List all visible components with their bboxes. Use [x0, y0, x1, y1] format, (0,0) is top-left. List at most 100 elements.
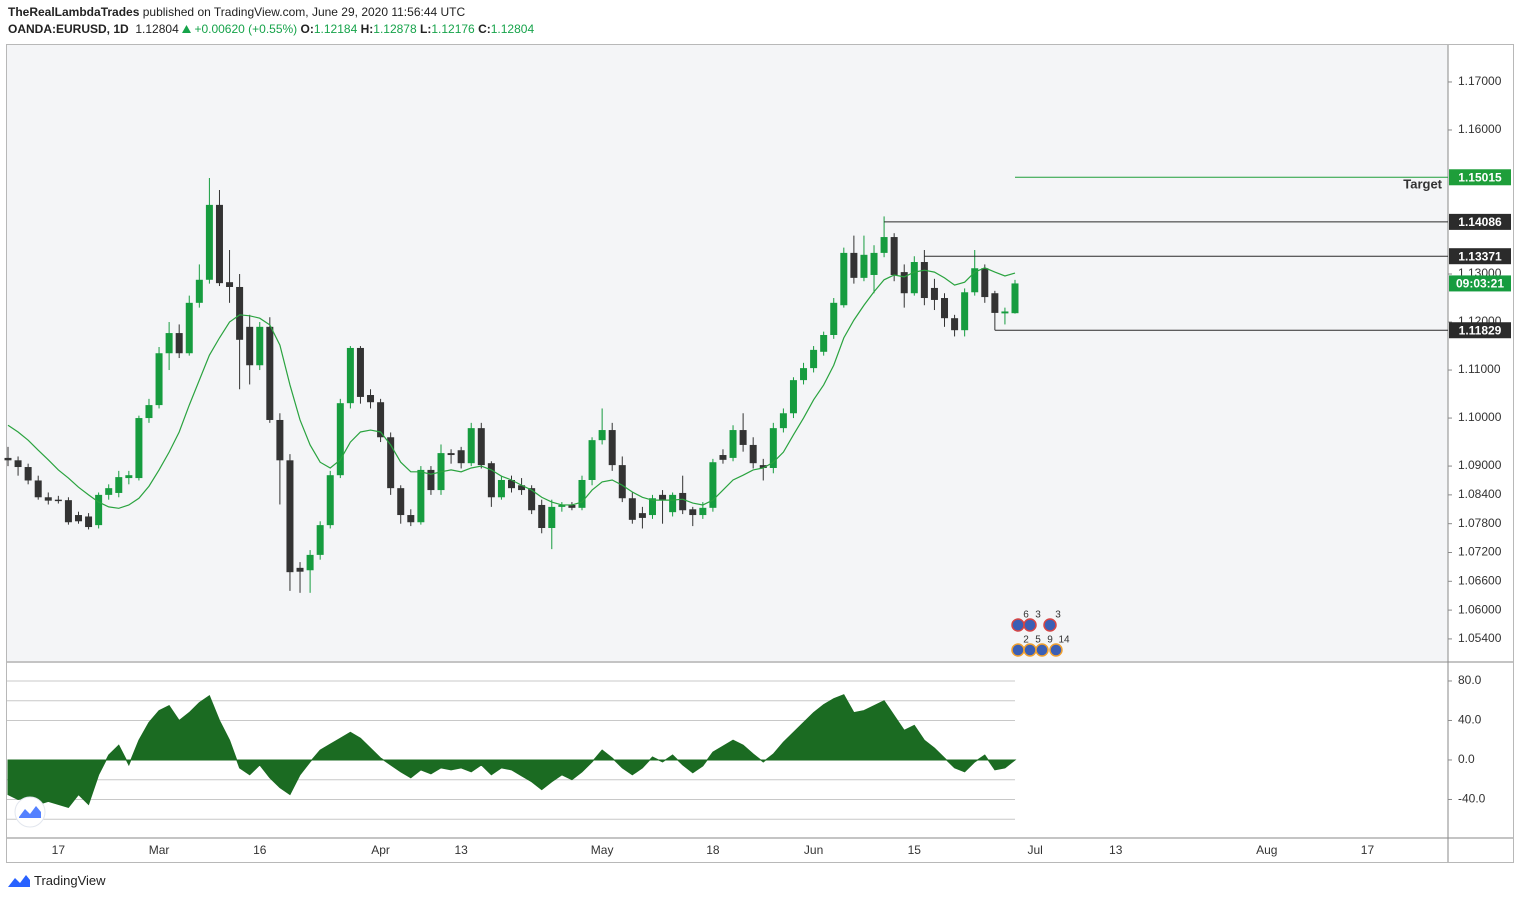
price-label: 1.11829 — [1459, 323, 1502, 337]
y-tick-label: 1.06000 — [1458, 602, 1502, 616]
footer: TradingView — [8, 873, 106, 888]
price-label: 1.13371 — [1458, 249, 1502, 263]
candle-body — [205, 204, 213, 280]
event-count: 6 — [1023, 610, 1029, 621]
candle-body — [105, 488, 113, 495]
event-icon — [1011, 643, 1025, 657]
y-tick-label: 0.0 — [1458, 752, 1475, 766]
countdown: 09:03:21 — [1456, 277, 1504, 291]
price-label-box — [1449, 213, 1511, 230]
candle-body — [830, 302, 838, 335]
candle-body — [407, 515, 415, 523]
candle-body — [709, 462, 717, 508]
candle-body — [487, 463, 495, 498]
candle-body — [236, 286, 244, 340]
candle-body — [588, 440, 596, 480]
candle-body — [296, 567, 304, 572]
candle-body — [356, 347, 364, 397]
candle-body — [578, 479, 586, 508]
candle-body — [518, 485, 526, 491]
candle-body — [427, 469, 435, 491]
candle-body — [538, 504, 546, 529]
candle-body — [890, 237, 898, 275]
x-tick-label: May — [591, 843, 614, 857]
candle-body — [971, 268, 979, 293]
brand-logo — [8, 874, 30, 887]
event-count: 9 — [1047, 635, 1053, 646]
event-count: 2 — [1023, 635, 1029, 646]
candle-body — [900, 272, 908, 294]
candle-body — [326, 475, 334, 526]
event-icon — [1049, 643, 1063, 657]
candle-body — [115, 477, 123, 493]
price-label: 1.15015 — [1458, 170, 1502, 184]
candle-body — [729, 430, 737, 458]
candle-body — [346, 347, 354, 404]
candle-body — [759, 465, 767, 468]
y-tick-label: 1.05400 — [1458, 631, 1502, 645]
candle-body — [981, 268, 989, 298]
event-count: 14 — [1058, 635, 1070, 646]
candle-body — [820, 334, 828, 352]
candle-body — [699, 507, 707, 516]
candle-body — [417, 469, 425, 523]
candle-body — [306, 554, 314, 571]
event-icon — [1035, 643, 1049, 657]
candle-body — [367, 395, 375, 403]
y-tick-label: 1.09000 — [1458, 458, 1502, 472]
event-icon — [1011, 618, 1025, 632]
oscillator-area — [7, 694, 1017, 808]
x-tick-label: 13 — [1109, 843, 1123, 857]
plot: 1.170001.160001.130001.120001.110001.100… — [4, 74, 1511, 857]
candle-body — [125, 475, 133, 479]
x-tick-label: Apr — [371, 843, 390, 857]
candle-body — [477, 428, 485, 466]
candle-body — [387, 437, 395, 489]
candle-body — [64, 500, 72, 523]
event-icon — [1023, 618, 1037, 632]
candle-body — [749, 444, 757, 464]
price-pane — [7, 45, 1448, 661]
candle-body — [74, 515, 82, 522]
y-tick-label: 80.0 — [1458, 673, 1482, 687]
candle-body — [568, 504, 576, 508]
ohlc-value: 1.12878 — [373, 22, 417, 36]
candle-body — [215, 204, 223, 284]
event-count: 3 — [1035, 610, 1041, 621]
candle-body — [850, 252, 858, 278]
candle-body — [800, 368, 808, 381]
ohlc-label: C: — [478, 22, 491, 36]
chart: 1.170001.160001.130001.120001.110001.100… — [4, 44, 1514, 863]
y-tick-label: 1.11000 — [1458, 362, 1501, 376]
x-tick-label: 18 — [706, 843, 720, 857]
candle-body — [870, 252, 878, 275]
candle-body — [689, 509, 697, 516]
candle-body — [840, 252, 848, 306]
candle-body — [598, 430, 606, 441]
candle-body — [14, 460, 22, 468]
countdown-box — [1449, 275, 1511, 292]
price-label-box — [1449, 322, 1511, 339]
ohlc-value: 1.12804 — [490, 22, 535, 36]
candle-body — [669, 494, 677, 513]
moving-average — [7, 267, 1016, 509]
candle-body — [951, 318, 959, 331]
candle-body — [508, 479, 515, 489]
change: +0.00620 (+0.55%) — [194, 22, 298, 36]
candle-body — [880, 237, 888, 253]
candle-body — [316, 525, 324, 555]
x-tick-label: Jun — [804, 843, 823, 857]
y-tick-label: -40.0 — [1458, 792, 1486, 806]
candle-body — [34, 480, 42, 498]
x-tick-label: Aug — [1256, 843, 1277, 857]
ohlc-value: 1.12176 — [431, 22, 475, 36]
candle-body — [276, 419, 284, 461]
price-label: 1.14086 — [1458, 215, 1502, 229]
publish-line: TheRealLambdaTrades published on Trading… — [8, 4, 534, 21]
candle-body — [810, 349, 818, 369]
author: TheRealLambdaTrades — [8, 5, 140, 19]
candle-body — [447, 453, 455, 456]
candle-body — [165, 333, 173, 354]
event-count: 3 — [1055, 610, 1061, 621]
candle-body — [558, 504, 566, 507]
